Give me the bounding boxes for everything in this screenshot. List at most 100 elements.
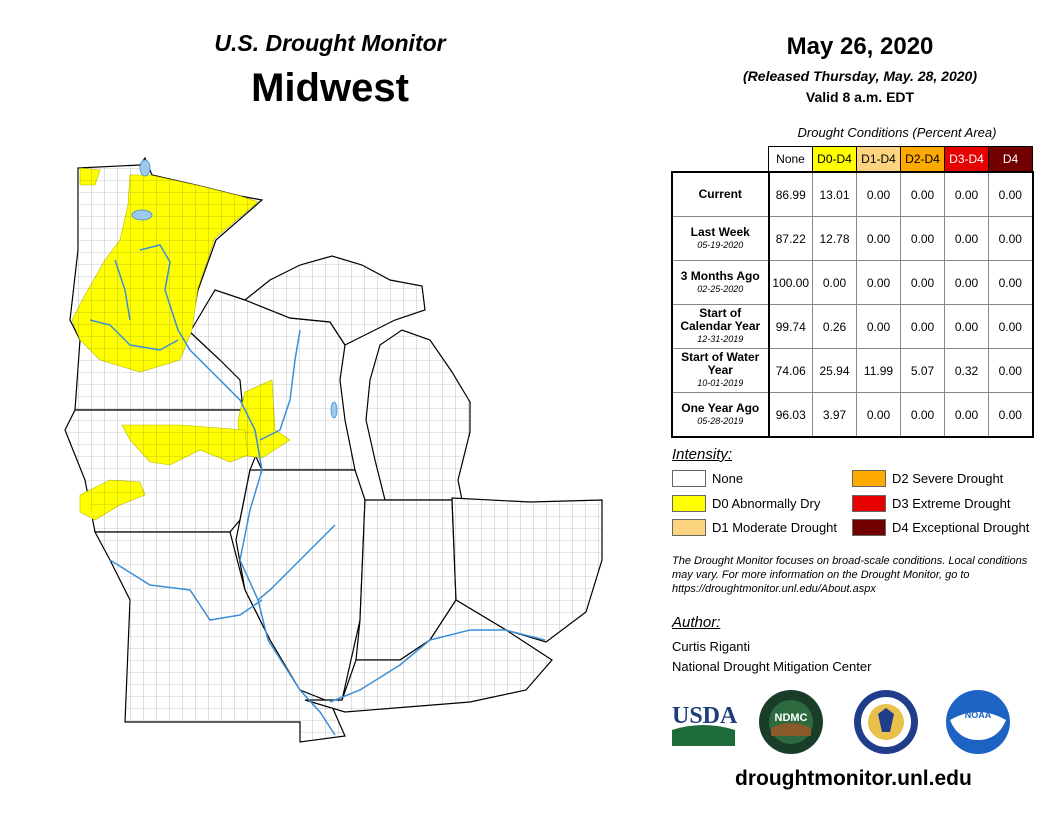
- row-label: 3 Months Ago 02-25-2020: [671, 260, 770, 305]
- table-row: Start of Calendar Year 12-31-2019 99.74 0.2…: [671, 304, 1034, 349]
- table-cell: 74.06: [768, 348, 813, 393]
- legend-swatch: [672, 470, 706, 487]
- table-cell: 0.00: [944, 260, 989, 305]
- legend-swatch: [672, 495, 706, 512]
- legend-item: D2 Severe Drought: [852, 470, 1003, 487]
- row-date: 05-28-2019: [697, 415, 744, 426]
- table-cell: 0.00: [900, 304, 945, 349]
- row-label: Current: [671, 171, 770, 217]
- author-heading: Author:: [672, 614, 721, 631]
- table-cell: 0.00: [988, 392, 1034, 438]
- legend-label: D4 Exceptional Drought: [892, 520, 1030, 535]
- agency-logos: USDA NDMC NOAA: [672, 690, 1010, 754]
- county-boundaries: [65, 158, 602, 742]
- table-cell: 5.07: [900, 348, 945, 393]
- legend-swatch: [852, 470, 886, 487]
- legend-label: D1 Moderate Drought: [712, 520, 838, 535]
- column-header: D0-D4: [812, 146, 857, 173]
- table-cell: 0.00: [944, 216, 989, 261]
- valid-time: Valid 8 a.m. EDT: [805, 89, 915, 105]
- midwest-drought-map: [64, 156, 603, 743]
- table-cell: 100.00: [768, 260, 813, 305]
- legend-label: D0 Abnormally Dry: [712, 496, 821, 511]
- table-cell: 0.26: [812, 304, 857, 349]
- table-cell: 3.97: [812, 392, 857, 438]
- drought-conditions-table: None D0-D4 D1-D4 D2-D4 D3-D4 D4 Current 86.99 13…: [671, 146, 1034, 438]
- table-cell: 0.00: [944, 171, 989, 217]
- table-cell: 99.74: [768, 304, 813, 349]
- river-mississippi: [139, 244, 336, 736]
- column-header: D1-D4: [856, 146, 901, 173]
- legend-swatch: [672, 519, 706, 536]
- svg-text:NDMC: NDMC: [775, 712, 808, 724]
- row-label: Last Week 05-19-2020: [671, 216, 770, 261]
- release-date: (Released Thursday, May. 28, 2020): [743, 68, 977, 84]
- table-cell: 0.00: [988, 216, 1034, 261]
- lakes: [131, 159, 338, 419]
- row-date: 12-31-2019: [697, 334, 744, 344]
- ndmc-logo: NDMC: [759, 690, 823, 754]
- river-red: [114, 259, 131, 321]
- map-date: May 26, 2020: [786, 33, 934, 60]
- table-cell: 0.00: [856, 260, 901, 305]
- river-missouri: [109, 559, 263, 621]
- legend-title: Intensity:: [672, 446, 733, 463]
- svg-text:USDA: USDA: [672, 703, 738, 729]
- legend-item: D4 Exceptional Drought: [852, 519, 1029, 536]
- table-cell: 0.00: [988, 171, 1034, 217]
- table-cell: 0.00: [988, 260, 1034, 305]
- commerce-logo: [854, 690, 918, 754]
- river-illinois: [257, 524, 336, 601]
- legend-item: D3 Extreme Drought: [852, 495, 1011, 512]
- noaa-logo: NOAA: [946, 690, 1010, 754]
- lake-lake-of-woods: [139, 159, 151, 177]
- product-title: U.S. Drought Monitor: [214, 30, 446, 56]
- column-header: D2-D4: [900, 146, 945, 173]
- legend-item: D0 Abnormally Dry: [672, 495, 820, 512]
- legend-swatch: [852, 495, 886, 512]
- legend-item: None: [672, 470, 743, 487]
- river-minnesota: [89, 319, 179, 351]
- table-row: Start of Water Year 10-01-2019 74.06 25.94 1…: [671, 348, 1034, 393]
- table-cell: 0.00: [856, 171, 901, 217]
- table-cell: 0.00: [900, 171, 945, 217]
- author-block: Curtis Riganti National Drought Mitigati…: [672, 637, 871, 677]
- column-header: D3-D4: [944, 146, 989, 173]
- table-cell: 0.00: [900, 392, 945, 438]
- table-cell: 25.94: [812, 348, 857, 393]
- table-cell: 13.01: [812, 171, 857, 217]
- table-cell: 87.22: [768, 216, 813, 261]
- legend-item: D1 Moderate Drought: [672, 519, 837, 536]
- column-header: None: [768, 146, 813, 173]
- table-cell: 0.00: [812, 260, 857, 305]
- table-cell: 0.00: [988, 304, 1034, 349]
- table-cell: 0.00: [856, 392, 901, 438]
- river-wisconsin: [259, 329, 301, 441]
- lake-winnebago: [330, 401, 338, 419]
- website-link[interactable]: droughtmonitor.unl.edu: [735, 767, 972, 790]
- region-title: Midwest: [251, 66, 409, 110]
- row-date: 10-01-2019: [697, 378, 744, 388]
- row-label: Start of Water Year 10-01-2019: [671, 348, 770, 393]
- legend-label: D3 Extreme Drought: [892, 496, 1011, 511]
- table-cell: 86.99: [768, 171, 813, 217]
- table-cell: 0.00: [900, 260, 945, 305]
- table-row: One Year Ago 05-28-2019 96.03 3.97 0.00 0.00 0…: [671, 392, 1034, 438]
- river-ohio: [329, 629, 546, 703]
- table-cell: 11.99: [856, 348, 901, 393]
- table-cell: 0.00: [988, 348, 1034, 393]
- row-date: 05-19-2020: [697, 239, 744, 250]
- table-cell: 0.00: [856, 216, 901, 261]
- svg-text:NOAA: NOAA: [965, 710, 992, 720]
- column-header: D4: [988, 146, 1033, 173]
- table-cell: 96.03: [768, 392, 813, 438]
- legend-label: None: [712, 471, 744, 486]
- table-cell: 0.00: [944, 392, 989, 438]
- legend-swatch: [852, 519, 886, 536]
- table-cell: 12.78: [812, 216, 857, 261]
- table-header-row: None D0-D4 D1-D4 D2-D4 D3-D4 D4: [672, 146, 1033, 173]
- author-name: Curtis Riganti: [672, 639, 751, 654]
- table-row: Current 86.99 13.01 0.00 0.00 0.00 0.00: [671, 171, 1034, 217]
- rivers: [89, 244, 546, 736]
